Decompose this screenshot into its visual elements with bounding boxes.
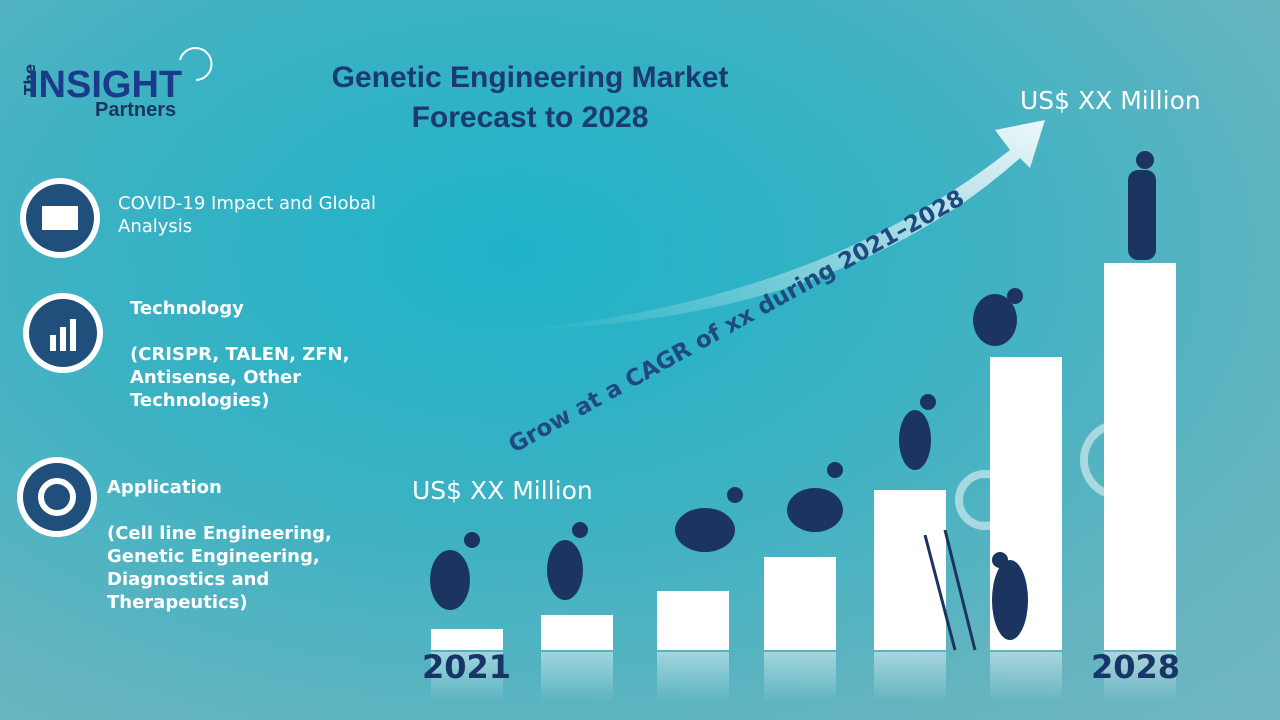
logo-the: The: [21, 64, 39, 95]
segment-heading: Technology: [130, 298, 244, 319]
bars: [431, 263, 1176, 650]
title-line: Forecast to 2028: [411, 101, 649, 134]
bar-reflections: [431, 652, 1176, 702]
start-year: 2021: [422, 648, 512, 686]
figures: [430, 151, 1156, 640]
title: Genetic Engineering Market Forecast to 2…: [250, 58, 810, 138]
ladder: [923, 529, 977, 651]
segment-heading: COVID-19 Impact and Global Analysis: [118, 193, 377, 237]
logo-partners: Partners: [95, 99, 176, 121]
segment: Application (Cell line Engineering, Gene…: [107, 476, 377, 614]
segment-detail: (Cell line Engineering, Genetic Engineer…: [107, 523, 332, 613]
end-value: US$ XX Million: [1020, 86, 1201, 115]
segment-detail: (CRISPR, TALEN, ZFN, Antisense, Other Te…: [130, 344, 350, 411]
growth-arrow: [520, 120, 1045, 330]
end-year: 2028: [1091, 648, 1181, 686]
segment: Technology (CRISPR, TALEN, ZFN, Antisens…: [130, 297, 390, 412]
gears: [955, 389, 1175, 547]
segment-heading: Application: [107, 477, 222, 498]
segment: COVID-19 Impact and Global Analysis: [118, 192, 408, 238]
title-line: Genetic Engineering Market: [331, 61, 729, 94]
logo-insight: INSIGHT: [28, 64, 182, 106]
growth-text: Grow at a CAGR of xx during 2021–2028: [504, 185, 968, 458]
start-value: US$ XX Million: [412, 476, 593, 505]
logo: The INSIGHT Partners: [21, 47, 213, 121]
icons: [17, 178, 103, 537]
